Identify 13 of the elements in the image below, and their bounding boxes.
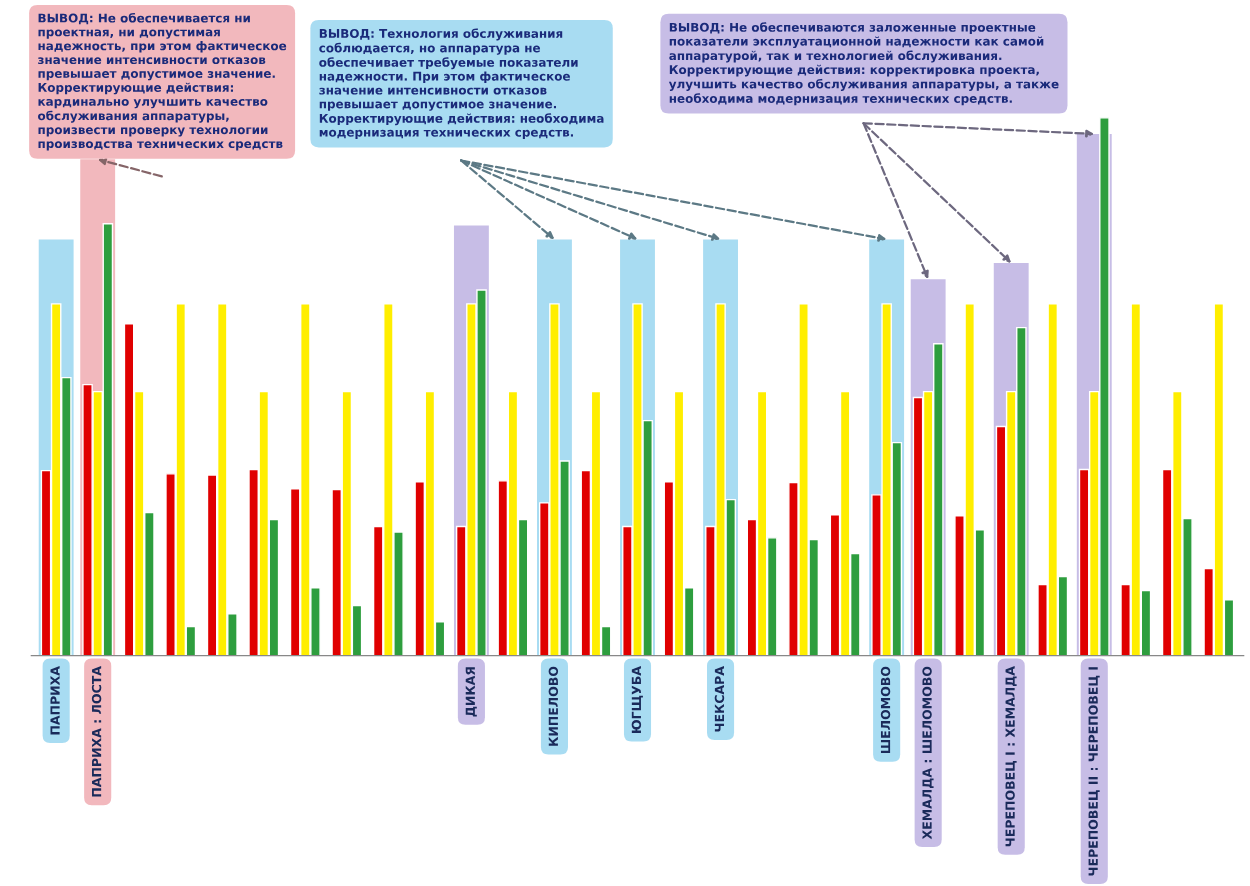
x-tick-label: КИПЕЛОВО	[548, 666, 559, 746]
x-tick-label: ЮГЩУБА	[631, 666, 643, 733]
x-tick-label: ДИКАЯ	[465, 667, 477, 717]
x-tick-label: ХЕМАЛДА : ШЕЛОМОВО	[922, 666, 934, 840]
x-tick-label: ЧЕРЕПОВЕЦ I : ХЕМАЛДА	[1005, 666, 1017, 847]
x-tick-label: ПАПРИХА : ЛОСТА	[91, 666, 102, 797]
text: ВЫВОД: Не обеспечивается ни проектная, ни допустимая надежность, при этом фактическое значение интенсивности отказов превышает допустимое значение. Корректирующие действия: кардинально улучшить качество обслуживания аппаратуры, произвести проверку технологии производства технических средств	[38, 12, 287, 151]
x-tick-label: ШЕЛОМОВО	[880, 666, 891, 754]
x-tick-label: ЧЕКСАРА	[714, 666, 725, 732]
annotation: ВЫВОД: Технология обслуживания соблюдается, но аппаратура не обеспечивает требуемые показатели надежности. При этом фактическое значение интенсивности отказов превышает допустимое значение. Корректирующие действия: необходима модернизация технических средств.	[319, 28, 604, 140]
x-tick-label: ЧЕРЕПОВЕЦ II : ЧЕРЕПОВЕЦ I	[1088, 667, 1100, 876]
text: ВЫВОД: Не обеспечиваются заложенные проектные показатели эксплуатационной надежности как самой аппаратурой, так и технологией обслуживания. Корректирующие действия: корректировка проекта, улучшить качество обслуживания аппаратуры, а также необходима модернизация технических средств.	[668, 22, 1059, 106]
x-tick-label: ПАПРИХА	[50, 666, 60, 735]
